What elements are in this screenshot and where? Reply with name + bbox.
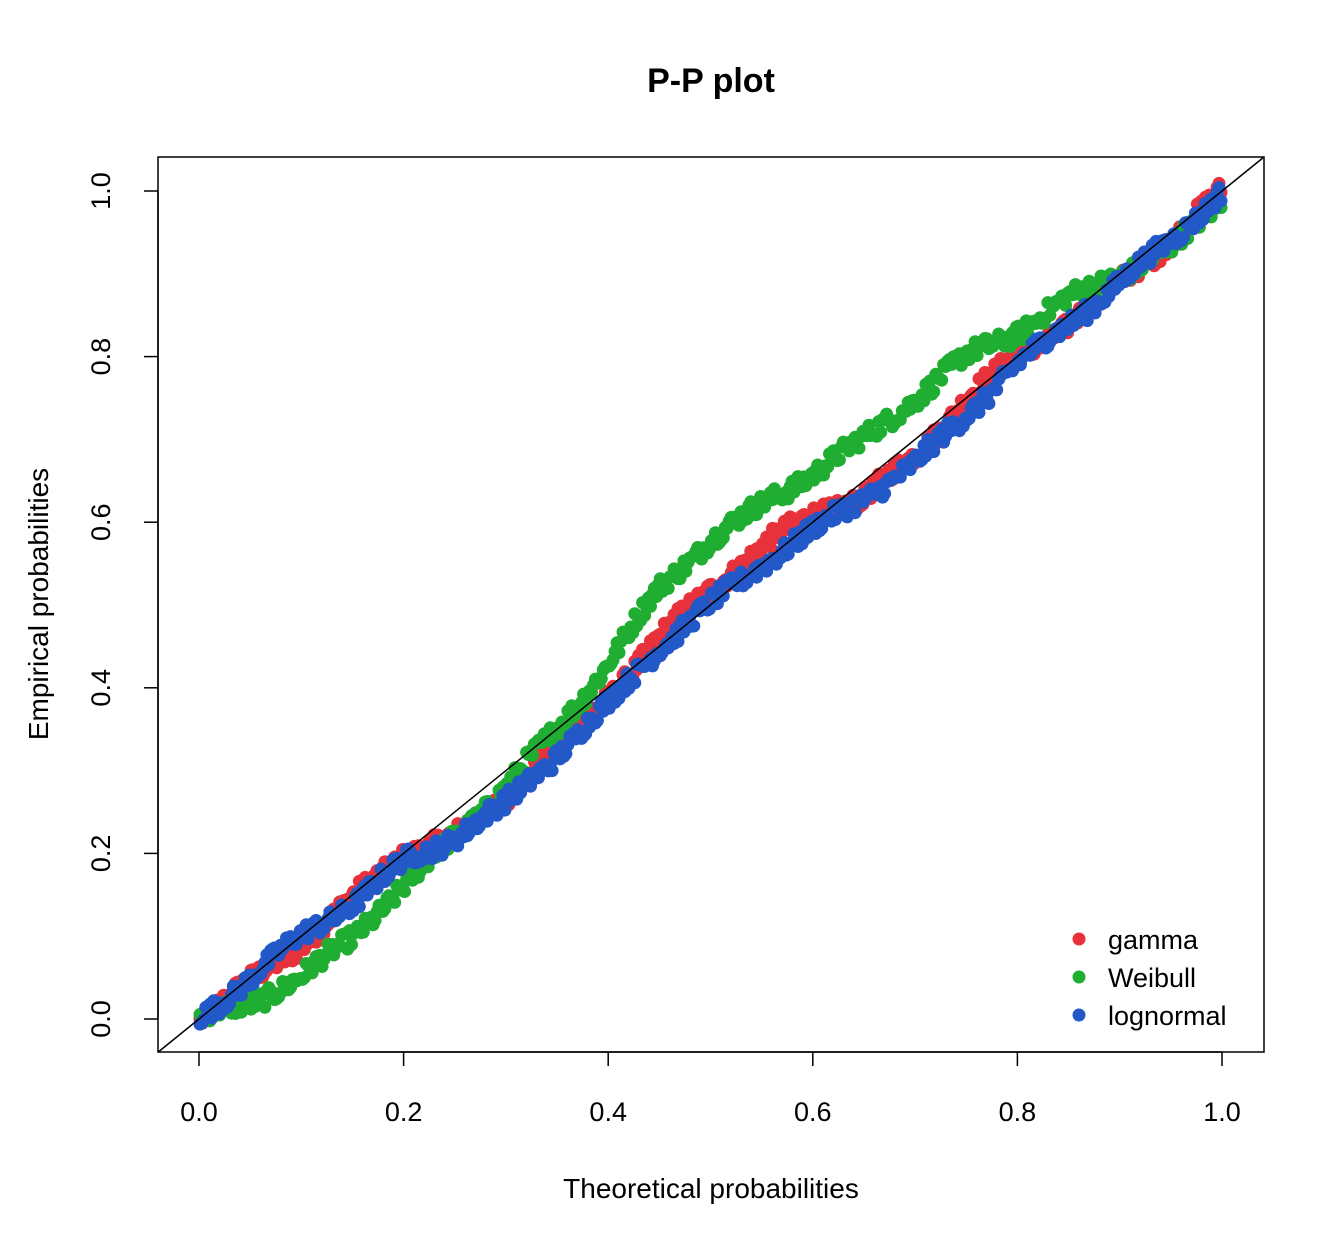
point-lognormal bbox=[687, 619, 701, 633]
legend-label-gamma: gamma bbox=[1108, 925, 1199, 955]
point-weibull bbox=[526, 748, 539, 762]
point-lognormal bbox=[927, 445, 941, 459]
point-lognormal bbox=[878, 487, 892, 500]
point-lognormal bbox=[352, 900, 366, 914]
point-lognormal bbox=[982, 397, 996, 410]
chart-title: P-P plot bbox=[647, 62, 775, 100]
point-weibull bbox=[388, 895, 402, 909]
point-weibull bbox=[927, 385, 941, 399]
legend-marker-gamma bbox=[1072, 932, 1086, 946]
y-axis: 0.0 0.2 0.4 0.6 0.8 1.0 bbox=[86, 172, 159, 1038]
point-weibull bbox=[378, 902, 392, 916]
point-lognormal bbox=[1212, 181, 1226, 195]
legend: gamma Weibull lognormal bbox=[1072, 925, 1227, 1031]
point-lognormal bbox=[234, 988, 248, 1002]
point-weibull bbox=[832, 453, 846, 467]
x-tick-label: 0.2 bbox=[385, 1097, 423, 1127]
y-tick-label: 0.2 bbox=[86, 835, 116, 873]
point-lognormal bbox=[425, 852, 439, 866]
point-weibull bbox=[874, 425, 888, 439]
point-lognormal bbox=[1177, 230, 1191, 244]
legend-marker-weibull bbox=[1072, 970, 1086, 984]
x-tick-label: 1.0 bbox=[1203, 1097, 1241, 1127]
point-lognormal bbox=[1214, 194, 1228, 208]
x-tick-label: 0.8 bbox=[999, 1097, 1037, 1127]
y-tick-label: 0.0 bbox=[86, 1000, 116, 1038]
point-lognormal bbox=[671, 634, 685, 648]
point-lognormal bbox=[903, 463, 917, 477]
point-weibull bbox=[661, 581, 675, 595]
point-gamma bbox=[764, 540, 777, 554]
y-tick-label: 1.0 bbox=[86, 172, 116, 210]
x-tick-label: 0.4 bbox=[589, 1097, 627, 1127]
point-lognormal bbox=[514, 786, 528, 800]
y-tick-label: 0.6 bbox=[86, 503, 116, 541]
point-lognormal bbox=[590, 714, 604, 728]
point-lognormal bbox=[398, 856, 412, 870]
x-axis: 0.0 0.2 0.4 0.6 0.8 1.0 bbox=[180, 1051, 1241, 1127]
point-weibull bbox=[398, 885, 412, 898]
point-lognormal bbox=[628, 676, 642, 690]
reference-line bbox=[157, 157, 1264, 1053]
point-weibull bbox=[852, 441, 866, 455]
point-lognormal bbox=[545, 764, 559, 778]
x-tick-label: 0.0 bbox=[180, 1097, 218, 1127]
point-lognormal bbox=[498, 803, 512, 817]
point-lognormal bbox=[223, 997, 236, 1011]
point-weibull bbox=[644, 599, 657, 613]
legend-marker-lognormal bbox=[1072, 1008, 1086, 1022]
scatter-points bbox=[193, 176, 1228, 1031]
point-lognormal bbox=[962, 411, 976, 425]
y-tick-label: 0.8 bbox=[86, 338, 116, 376]
point-weibull bbox=[258, 1000, 272, 1014]
point-lognormal bbox=[893, 470, 907, 484]
point-weibull bbox=[305, 966, 319, 980]
point-weibull bbox=[935, 373, 949, 387]
point-lognormal bbox=[990, 383, 1004, 397]
y-tick-label: 0.4 bbox=[86, 669, 116, 707]
point-weibull bbox=[612, 646, 626, 660]
y-axis-label: Empirical probabilities bbox=[23, 468, 54, 740]
x-axis-label: Theoretical probabilities bbox=[563, 1173, 859, 1204]
point-weibull bbox=[345, 938, 358, 952]
x-tick-label: 0.6 bbox=[794, 1097, 832, 1127]
legend-label-weibull: Weibull bbox=[1108, 963, 1196, 993]
point-lognormal bbox=[1027, 343, 1041, 357]
legend-label-lognormal: lognormal bbox=[1108, 1001, 1227, 1031]
point-lognormal bbox=[848, 506, 862, 520]
point-lognormal bbox=[360, 888, 374, 902]
point-weibull bbox=[1059, 298, 1073, 312]
point-lognormal bbox=[262, 958, 276, 972]
